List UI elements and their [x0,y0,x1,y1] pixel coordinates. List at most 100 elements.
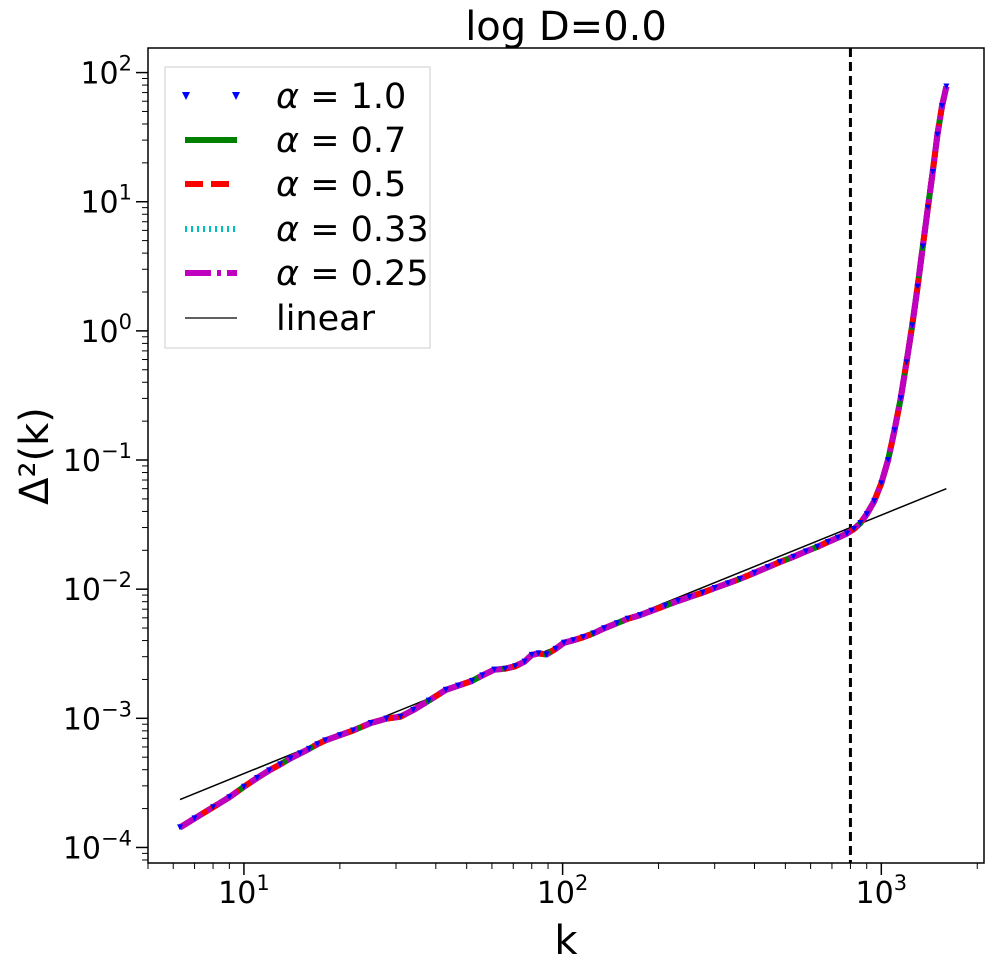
marker-point [943,83,950,90]
marker-point [367,719,374,726]
marker-point [336,732,343,739]
marker-point [711,585,718,592]
chart-title: log D=0.0 [465,4,667,50]
legend-marker-triangle [182,92,190,100]
marker-point [802,548,809,555]
marker-point [891,427,898,434]
marker-point [590,630,597,637]
plot-area [176,48,950,863]
marker-point [924,204,931,211]
marker-point [790,553,797,560]
marker-point [191,815,198,822]
marker-point [751,569,758,576]
marker-point [724,580,731,587]
y-axis-label: Δ²(k) [12,407,58,505]
marker-point [934,131,941,138]
marker-point [601,625,608,632]
marker-point [834,534,841,541]
marker-point [314,741,321,748]
marker-point [521,658,528,665]
y-tick-label: 10−1 [63,439,132,479]
marker-point [543,651,550,658]
x-tick-label: 103 [856,871,908,911]
legend-marker-triangle [232,92,240,100]
marker-point [764,564,771,571]
y-tick-label: 100 [80,310,132,350]
marker-point [512,663,519,670]
marker-point [322,737,329,744]
marker-point [637,612,644,619]
y-tick-label: 10−4 [63,826,132,866]
marker-point [410,706,417,713]
marker-point [570,637,577,644]
x-axis-label: k [554,918,578,964]
x-tick-label: 102 [537,871,589,911]
legend-frame [164,66,431,349]
marker-point [528,651,535,658]
legend: α = 1.0α = 0.7α = 0.5 α = 0.33α = 0.25 lin… [164,66,431,349]
marker-point [624,615,631,622]
marker-point [580,634,587,641]
marker-point [442,686,449,693]
marker-point [491,666,498,673]
marker-point [210,804,217,811]
y-tick-label: 102 [80,52,132,92]
marker-point [297,750,304,757]
marker-point [909,322,916,329]
marker-point [552,645,559,652]
legend-label: α = 0.25 [276,254,429,294]
marker-point [305,745,312,752]
marker-point [843,530,850,537]
marker-point [397,713,404,720]
marker-point [878,480,885,487]
marker-point [535,650,542,657]
marker-point [863,511,870,518]
marker-point [914,283,921,290]
series-line-0-25 [178,85,950,830]
marker-point [850,526,857,533]
legend-label: α = 0.5 [276,165,406,205]
marker-point [903,359,910,366]
marker-point [266,767,273,774]
axis-ticks: 101 102 103 10−4 10−3 10−2 10−1 100 101 102 [63,52,978,911]
marker-point [254,775,261,782]
marker-point [469,677,476,684]
marker-point [226,794,233,801]
marker-point [662,602,669,609]
marker-point [938,103,945,110]
marker-point [176,824,183,831]
marker-point [686,593,693,600]
marker-point [776,559,783,566]
x-tick-label: 101 [218,871,270,911]
marker-point [871,498,878,505]
y-tick-label: 10−2 [63,568,132,608]
legend-label: linear [276,299,376,339]
y-tick-label: 101 [80,181,132,221]
marker-point [383,715,390,722]
marker-point [479,672,486,679]
marker-point [857,520,864,527]
marker-point [929,168,936,175]
marker-point [824,538,831,545]
marker-point [674,597,681,604]
y-tick-label: 10−3 [63,697,132,737]
plot-frame [147,47,985,864]
marker-point [919,243,926,250]
legend-label: α = 0.7 [276,121,406,161]
legend-label: α = 1.0 [276,77,406,117]
marker-point [502,665,509,672]
marker-point [455,682,462,689]
marker-point [561,639,568,646]
marker-point [648,607,655,614]
marker-point [613,620,620,627]
marker-point [287,755,294,762]
marker-point [350,727,357,734]
marker-point [897,395,904,402]
marker-point [277,761,284,768]
marker-point [814,543,821,550]
legend-label: α = 0.33 [276,210,429,250]
marker-point [699,589,706,596]
marker-point [240,783,247,790]
marker-point [736,575,743,582]
